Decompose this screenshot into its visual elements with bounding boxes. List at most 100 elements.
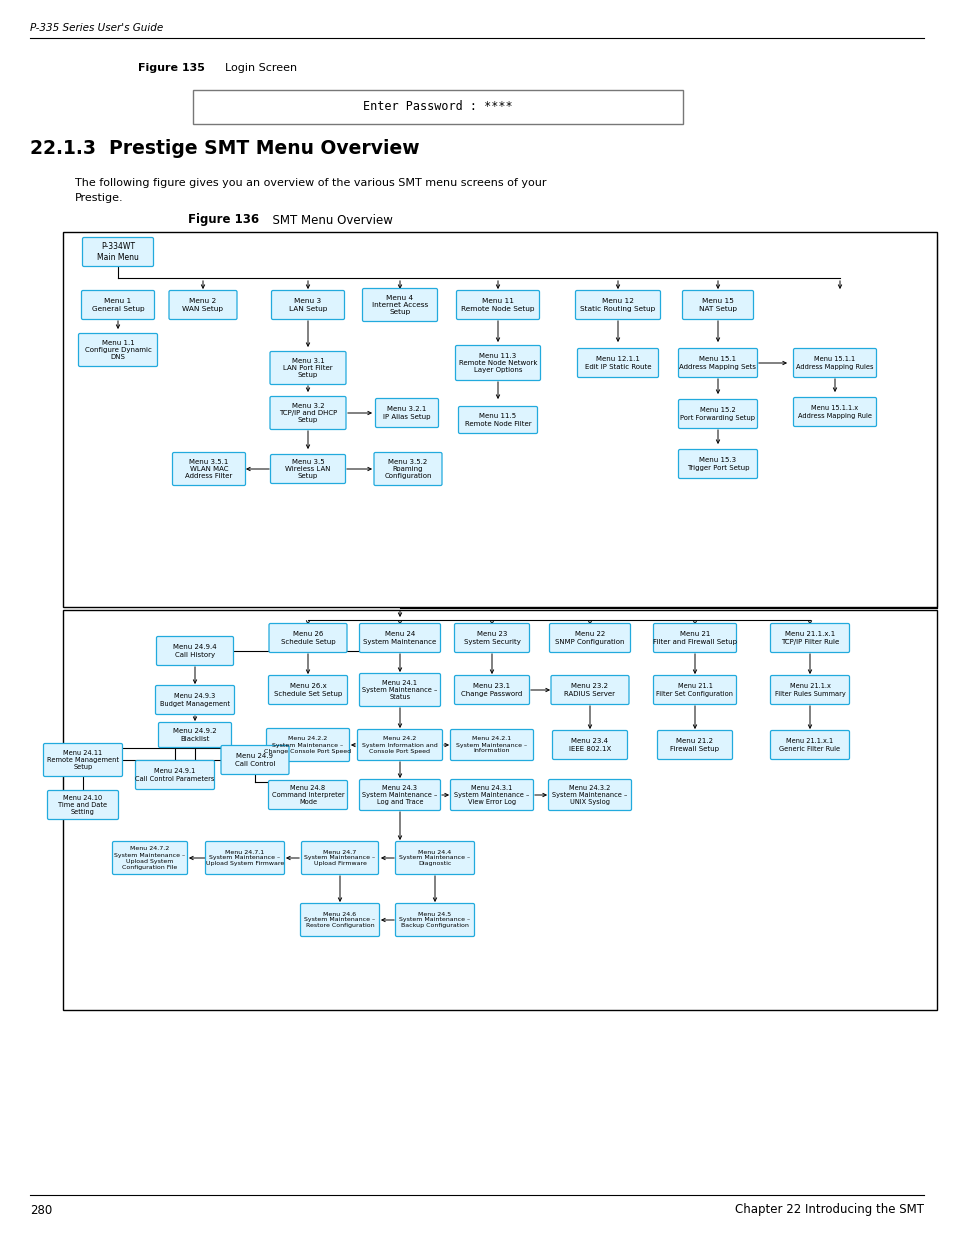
Text: Figure 135: Figure 135: [138, 63, 205, 73]
Text: Enter Password : ****: Enter Password : ****: [363, 100, 513, 114]
Text: Menu 24.3.1
System Maintenance –
View Error Log: Menu 24.3.1 System Maintenance – View Er…: [454, 784, 529, 805]
Text: Menu 21.1.x
Filter Rules Summary: Menu 21.1.x Filter Rules Summary: [774, 683, 844, 697]
FancyBboxPatch shape: [653, 624, 736, 652]
FancyBboxPatch shape: [156, 636, 233, 666]
FancyBboxPatch shape: [362, 289, 437, 321]
FancyBboxPatch shape: [48, 790, 118, 820]
Text: Menu 24.2.2
System Maintenance –
Change Console Port Speed: Menu 24.2.2 System Maintenance – Change …: [264, 736, 352, 753]
Text: Menu 24.2.1
System Maintenance –
Information: Menu 24.2.1 System Maintenance – Informa…: [456, 736, 527, 753]
Bar: [193, 90, 682, 124]
Text: Menu 23.2
RADIUS Server: Menu 23.2 RADIUS Server: [564, 683, 615, 697]
Text: Menu 24.9.4
Call History: Menu 24.9.4 Call History: [173, 645, 216, 657]
FancyBboxPatch shape: [300, 904, 379, 936]
Text: Menu 24.7
System Maintenance –
Upload Firmware: Menu 24.7 System Maintenance – Upload Fi…: [304, 850, 375, 867]
Text: Menu 24.5
System Maintenance –
Backup Configuration: Menu 24.5 System Maintenance – Backup Co…: [399, 911, 470, 929]
Text: Prestige.: Prestige.: [75, 193, 124, 203]
Text: Menu 15.3
Trigger Port Setup: Menu 15.3 Trigger Port Setup: [686, 457, 748, 471]
Text: Menu 15.1.1
Address Mapping Rules: Menu 15.1.1 Address Mapping Rules: [796, 357, 873, 369]
FancyBboxPatch shape: [770, 730, 848, 760]
FancyBboxPatch shape: [678, 399, 757, 429]
Text: Menu 15
NAT Setup: Menu 15 NAT Setup: [699, 299, 737, 311]
Text: Menu 2
WAN Setup: Menu 2 WAN Setup: [182, 299, 223, 311]
Text: Menu 12
Static Routing Setup: Menu 12 Static Routing Setup: [579, 299, 655, 311]
Text: Login Screen: Login Screen: [218, 63, 296, 73]
Text: Menu 24.6
System Maintenance –
Restore Configuration: Menu 24.6 System Maintenance – Restore C…: [304, 911, 375, 929]
Text: Menu 26.x
Schedule Set Setup: Menu 26.x Schedule Set Setup: [274, 683, 342, 697]
FancyBboxPatch shape: [657, 730, 732, 760]
FancyBboxPatch shape: [770, 624, 848, 652]
FancyBboxPatch shape: [169, 290, 236, 320]
Bar: [63, 232, 936, 606]
FancyBboxPatch shape: [112, 841, 188, 874]
FancyBboxPatch shape: [454, 624, 529, 652]
Text: Chapter 22 Introducing the SMT: Chapter 22 Introducing the SMT: [734, 1203, 923, 1216]
FancyBboxPatch shape: [770, 676, 848, 704]
FancyBboxPatch shape: [577, 348, 658, 378]
Text: Menu 11.3
Remote Node Network
Layer Options: Menu 11.3 Remote Node Network Layer Opti…: [458, 353, 537, 373]
FancyBboxPatch shape: [135, 761, 214, 789]
Text: Menu 26
Schedule Setup: Menu 26 Schedule Setup: [280, 631, 335, 645]
FancyBboxPatch shape: [549, 624, 630, 652]
FancyBboxPatch shape: [678, 348, 757, 378]
Text: Menu 21.1.x.1
TCP/IP Filter Rule: Menu 21.1.x.1 TCP/IP Filter Rule: [781, 631, 839, 645]
Text: Menu 24.4
System Maintenance –
Diagnostic: Menu 24.4 System Maintenance – Diagnosti…: [399, 850, 470, 867]
FancyBboxPatch shape: [158, 722, 232, 747]
FancyBboxPatch shape: [359, 624, 440, 652]
Text: Menu 3.2.1
IP Alias Setup: Menu 3.2.1 IP Alias Setup: [383, 406, 431, 420]
Text: Figure 136: Figure 136: [188, 214, 259, 226]
FancyBboxPatch shape: [548, 779, 631, 810]
FancyBboxPatch shape: [301, 841, 378, 874]
FancyBboxPatch shape: [395, 904, 474, 936]
Text: Menu 24.8
Command Interpreter
Mode: Menu 24.8 Command Interpreter Mode: [272, 784, 344, 805]
FancyBboxPatch shape: [269, 624, 347, 652]
Text: Menu 15.1
Address Mapping Sets: Menu 15.1 Address Mapping Sets: [679, 357, 756, 369]
Text: Menu 21.2
Firewall Setup: Menu 21.2 Firewall Setup: [670, 739, 719, 752]
FancyBboxPatch shape: [44, 743, 122, 777]
Text: Menu 21
Filter and Firewall Setup: Menu 21 Filter and Firewall Setup: [652, 631, 737, 645]
Text: 280: 280: [30, 1203, 52, 1216]
FancyBboxPatch shape: [678, 450, 757, 478]
FancyBboxPatch shape: [450, 779, 533, 810]
Text: Menu 12.1.1
Edit IP Static Route: Menu 12.1.1 Edit IP Static Route: [584, 357, 651, 369]
Text: Menu 24
System Maintenance: Menu 24 System Maintenance: [363, 631, 436, 645]
FancyBboxPatch shape: [455, 346, 540, 380]
Text: SMT Menu Overview: SMT Menu Overview: [265, 214, 393, 226]
FancyBboxPatch shape: [268, 676, 347, 704]
FancyBboxPatch shape: [357, 730, 442, 761]
FancyBboxPatch shape: [205, 841, 284, 874]
FancyBboxPatch shape: [374, 452, 441, 485]
FancyBboxPatch shape: [172, 452, 245, 485]
FancyBboxPatch shape: [221, 746, 289, 774]
Text: Menu 24.3.2
System Maintenance –
UNIX Syslog: Menu 24.3.2 System Maintenance – UNIX Sy…: [552, 784, 627, 805]
FancyBboxPatch shape: [359, 779, 440, 810]
Text: Menu 23.1
Change Password: Menu 23.1 Change Password: [461, 683, 522, 697]
Text: Menu 24.7.1
System Maintenance –
Upload System Firmware: Menu 24.7.1 System Maintenance – Upload …: [206, 850, 284, 867]
FancyBboxPatch shape: [454, 676, 529, 704]
Text: Menu 24.11
Remote Management
Setup: Menu 24.11 Remote Management Setup: [47, 750, 119, 771]
FancyBboxPatch shape: [271, 454, 345, 483]
FancyBboxPatch shape: [78, 333, 157, 367]
FancyBboxPatch shape: [270, 352, 346, 384]
FancyBboxPatch shape: [456, 290, 539, 320]
Text: The following figure gives you an overview of the various SMT menu screens of yo: The following figure gives you an overvi…: [75, 178, 546, 188]
Text: Menu 15.1.1.x
Address Mapping Rule: Menu 15.1.1.x Address Mapping Rule: [797, 405, 871, 419]
Text: Menu 3.5.2
Roaming
Configuration: Menu 3.5.2 Roaming Configuration: [384, 458, 432, 479]
FancyBboxPatch shape: [793, 398, 876, 426]
FancyBboxPatch shape: [551, 676, 628, 704]
Text: Menu 11.5
Remote Node Filter: Menu 11.5 Remote Node Filter: [464, 414, 531, 426]
Text: Menu 22
SNMP Configuration: Menu 22 SNMP Configuration: [555, 631, 624, 645]
Text: Menu 24.1
System Maintenance –
Status: Menu 24.1 System Maintenance – Status: [362, 679, 437, 700]
Text: Menu 1.1
Configure Dynamic
DNS: Menu 1.1 Configure Dynamic DNS: [85, 340, 152, 361]
Text: P-335 Series User's Guide: P-335 Series User's Guide: [30, 23, 163, 33]
FancyBboxPatch shape: [270, 396, 346, 430]
Text: Menu 1
General Setup: Menu 1 General Setup: [91, 299, 144, 311]
Text: Menu 24.9.1
Call Control Parameters: Menu 24.9.1 Call Control Parameters: [135, 768, 214, 782]
FancyBboxPatch shape: [359, 673, 440, 706]
Text: Menu 15.2
Port Forwarding Setup: Menu 15.2 Port Forwarding Setup: [679, 408, 755, 421]
FancyBboxPatch shape: [395, 841, 474, 874]
Text: Menu 23
System Security: Menu 23 System Security: [463, 631, 520, 645]
Text: Menu 3.1
LAN Port Filter
Setup: Menu 3.1 LAN Port Filter Setup: [283, 358, 333, 378]
Text: Menu 24.7.2
System Maintenance –
Upload System
Configuration File: Menu 24.7.2 System Maintenance – Upload …: [114, 846, 186, 869]
Text: Menu 24.9.3
Budget Management: Menu 24.9.3 Budget Management: [160, 693, 230, 706]
Text: Menu 23.4
IEEE 802.1X: Menu 23.4 IEEE 802.1X: [568, 739, 611, 752]
